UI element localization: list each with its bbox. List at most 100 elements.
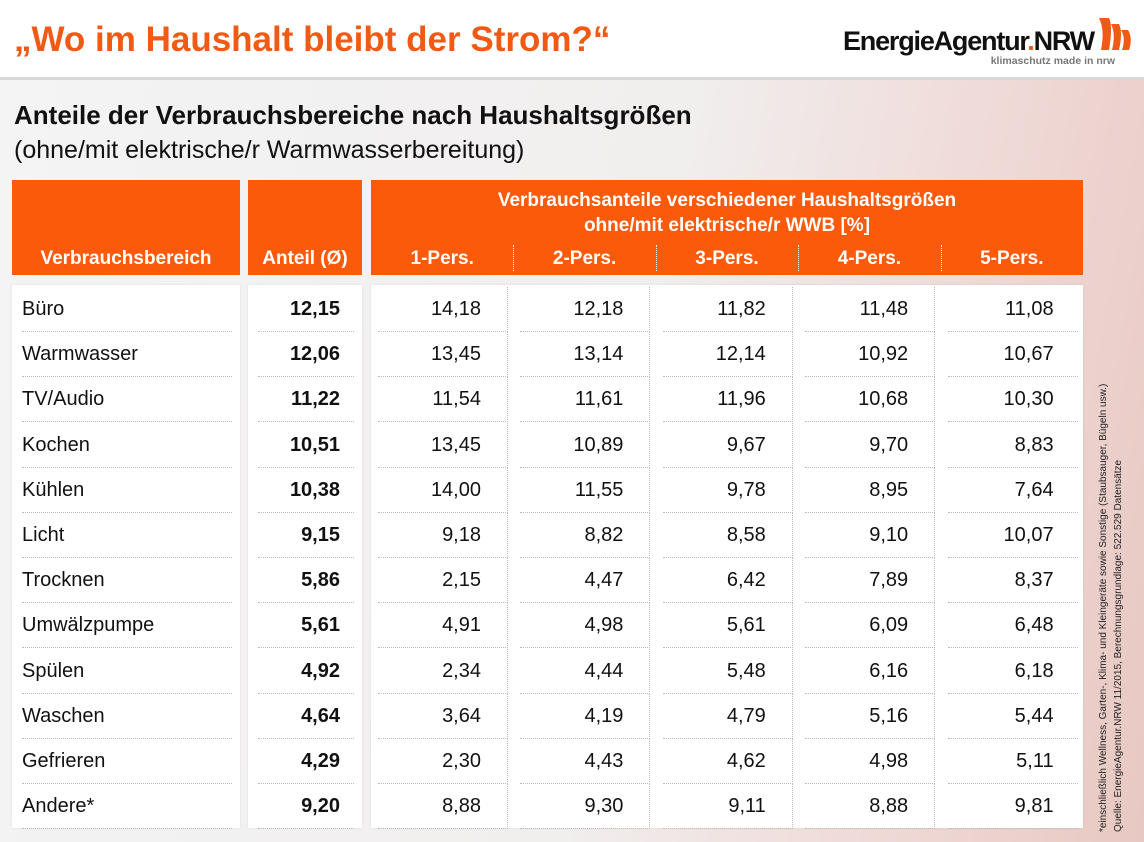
value-cell: 4,19 [520,693,651,739]
value-cell: 4,44 [520,648,651,694]
share-cell: 10,38 [258,468,354,513]
value-cell: 2,15 [378,558,508,604]
area-cell: Gefrieren [22,739,232,784]
table-row: Waschen 4,64 3,64 4,19 4,79 5,16 5,44 [0,693,1144,739]
value-cell: 5,61 [662,603,793,649]
value-cell: 11,48 [805,287,936,332]
header-col-3: 3-Pers. [695,248,759,269]
value-cell: 7,64 [947,468,1078,513]
value-cell: 9,81 [947,784,1078,830]
page-title: „Wo im Haushalt bleibt der Strom?“ [14,20,611,59]
area-cell: Warmwasser [22,332,232,378]
header-area: Verbrauchsbereich [12,180,240,275]
header-col-1: 1-Pers. [410,248,474,269]
value-cell: 4,43 [520,739,651,784]
value-cell: 13,14 [520,332,651,378]
share-cell: 12,06 [258,332,354,378]
value-cell: 13,45 [378,422,508,468]
value-cell: 5,48 [662,648,793,694]
value-cell: 5,11 [947,739,1078,784]
value-cell: 8,88 [805,784,936,830]
table-row: Licht 9,15 9,18 8,82 8,58 9,10 10,07 [0,513,1144,558]
share-cell: 5,86 [258,558,354,604]
value-cell: 13,45 [378,332,508,378]
value-cell: 4,98 [520,603,651,649]
header-household-group: Verbrauchsanteile verschiedener Haushalt… [371,180,1083,275]
share-cell: 4,64 [258,694,354,739]
table-row: Umwälzpumpe 5,61 4,91 4,98 5,61 6,09 6,48 [0,603,1144,649]
subtitle: Anteile der Verbrauchsbereiche nach Haus… [14,100,692,130]
logo-mark-icon [1099,18,1131,50]
value-cell: 9,70 [805,422,936,468]
share-cell: 12,15 [258,287,354,332]
value-cell: 10,07 [947,513,1078,558]
value-cell: 10,92 [805,332,936,378]
table-row: Trocknen 5,86 2,15 4,47 6,42 7,89 8,37 [0,558,1144,604]
value-cell: 2,30 [378,739,508,784]
value-cell: 8,88 [378,784,508,830]
table-row: TV/Audio 11,22 11,54 11,61 11,96 10,68 10,30 [0,377,1144,423]
title-bar: „Wo im Haushalt bleibt der Strom?“ Energ… [0,0,1144,80]
header-share: Anteil (Ø) [248,180,362,275]
header-separator [513,245,515,271]
value-cell: 14,18 [378,287,508,332]
value-cell: 9,78 [662,467,793,513]
value-cell: 9,67 [662,422,793,468]
area-cell: Kochen [22,423,232,468]
header-col-5: 5-Pers. [980,248,1044,269]
footnote: *einschließlich Wellness, Garten-, Klima… [1098,383,1109,832]
table-row: Büro 12,15 14,18 12,18 11,82 11,48 11,08 [0,287,1144,332]
value-cell: 11,54 [378,377,508,423]
panel-values [371,285,1083,828]
header-col-2: 2-Pers. [552,248,617,269]
source: Quelle: EnergieAgentur.NRW 11/2015, Bere… [1113,459,1124,832]
value-cell: 6,16 [805,648,936,694]
panel-area [12,285,240,828]
share-cell: 11,22 [258,377,354,423]
value-cell: 4,98 [805,739,936,784]
value-cell: 4,91 [378,603,508,649]
share-cell: 9,20 [258,784,354,830]
area-cell: Spülen [22,649,232,694]
value-cell: 8,95 [805,467,936,513]
table-row: Kochen 10,51 13,45 10,89 9,67 9,70 8,83 [0,422,1144,468]
value-cell: 3,64 [378,693,508,739]
side-notes: *einschließlich Wellness, Garten-, Klima… [1096,384,1126,832]
subtitle-2: (ohne/mit elektrische/r Warmwasserbereit… [14,136,525,164]
value-cell: 4,47 [520,558,651,604]
value-cell: 9,11 [662,784,793,830]
header-col-4: 4-Pers. [837,248,902,269]
value-cell: 8,58 [662,513,793,558]
table-row: Gefrieren 4,29 2,30 4,43 4,62 4,98 5,11 [0,739,1144,784]
share-cell: 10,51 [258,423,354,468]
value-cell: 8,83 [947,423,1078,468]
share-cell: 4,92 [258,649,354,694]
value-cell: 10,68 [805,377,936,423]
area-cell: Waschen [22,694,232,739]
value-cell: 5,44 [947,694,1078,739]
value-cell: 11,82 [662,287,793,332]
value-cell: 6,48 [947,603,1078,649]
area-cell: Andere* [22,784,232,830]
header-separator [940,245,942,271]
logo: EnergieAgentur.NRW klimaschutz made in n… [843,18,1133,72]
value-cell: 4,79 [662,693,793,739]
value-cell: 2,34 [378,648,508,694]
logo-tagline: klimaschutz made in nrw [990,55,1115,67]
value-cell: 10,30 [947,377,1078,423]
value-cell: 9,18 [378,513,508,558]
area-cell: TV/Audio [22,377,232,423]
panel-share [248,285,362,828]
value-cell: 14,00 [378,467,508,513]
value-cell: 12,14 [662,332,793,378]
value-cell: 11,61 [520,377,651,423]
value-cell: 4,62 [662,739,793,784]
value-cell: 11,08 [947,287,1078,332]
value-cell: 5,16 [805,693,936,739]
area-cell: Büro [22,287,232,332]
area-cell: Umwälzpumpe [22,603,232,649]
value-cell: 11,55 [520,467,651,513]
share-cell: 4,29 [258,739,354,784]
value-cell: 11,96 [662,377,793,423]
table-row: Spülen 4,92 2,34 4,44 5,48 6,16 6,18 [0,648,1144,694]
